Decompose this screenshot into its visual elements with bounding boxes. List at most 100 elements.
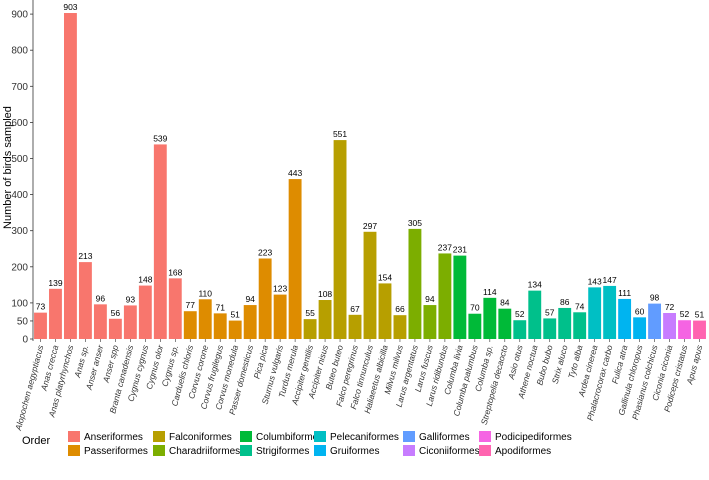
bar bbox=[408, 228, 422, 339]
legend-label: Podicipediformes bbox=[495, 432, 572, 443]
legend: Order Anseriformes Passeriformes Falconifo… bbox=[22, 431, 572, 457]
legend-label: Apodiformes bbox=[495, 446, 551, 457]
bar bbox=[243, 305, 257, 339]
bar-value-label: 72 bbox=[665, 302, 675, 312]
bar-value-label: 70 bbox=[470, 303, 480, 313]
bar bbox=[303, 319, 317, 339]
bar-value-label: 93 bbox=[126, 294, 136, 304]
y-tick-label: 300 bbox=[11, 226, 28, 237]
bar-value-label: 57 bbox=[545, 307, 555, 317]
bar bbox=[108, 318, 122, 339]
bar bbox=[453, 255, 467, 339]
bar-value-label: 123 bbox=[273, 284, 287, 294]
legend-label: Pelecaniformes bbox=[330, 432, 399, 443]
legend-swatch bbox=[314, 445, 326, 456]
legend-label: Anseriformes bbox=[84, 432, 143, 443]
bar-value-label: 52 bbox=[515, 309, 525, 319]
bar-value-label: 55 bbox=[305, 308, 315, 318]
y-tick-label: 700 bbox=[11, 82, 28, 93]
bar-value-label: 551 bbox=[333, 129, 347, 139]
legend-title: Order bbox=[22, 435, 50, 447]
y-tick-label: 400 bbox=[11, 190, 28, 201]
legend-label: Gruiformes bbox=[330, 446, 379, 457]
legend-label: Galliformes bbox=[419, 432, 470, 443]
bar-value-label: 60 bbox=[635, 306, 645, 316]
bar-value-label: 154 bbox=[378, 272, 392, 282]
legend-swatch bbox=[68, 431, 80, 442]
legend-label: Charadriiformes bbox=[169, 446, 240, 457]
bar-value-label: 98 bbox=[650, 293, 660, 303]
legend-label: Falconiformes bbox=[169, 432, 232, 443]
bar-value-label: 74 bbox=[575, 301, 585, 311]
y-tick-label: 50 bbox=[17, 316, 29, 327]
legend-swatch bbox=[153, 445, 165, 456]
bar bbox=[558, 307, 572, 339]
bar-value-label: 52 bbox=[680, 309, 690, 319]
bar-value-label: 51 bbox=[695, 310, 705, 320]
legend-swatch bbox=[479, 445, 491, 456]
legend-swatch bbox=[314, 431, 326, 442]
bar-value-label: 111 bbox=[618, 288, 631, 298]
bar bbox=[633, 317, 647, 339]
y-axis-label: Number of birds sampled bbox=[2, 106, 14, 229]
bar-value-label: 305 bbox=[408, 218, 422, 228]
bar bbox=[528, 290, 542, 339]
bar-value-label: 94 bbox=[245, 294, 255, 304]
bar-value-label: 71 bbox=[215, 302, 225, 312]
bar bbox=[49, 288, 62, 339]
y-tick-label: 600 bbox=[11, 118, 28, 129]
bar-value-label: 443 bbox=[288, 168, 302, 178]
bar bbox=[348, 314, 362, 339]
legend-swatch bbox=[479, 431, 491, 442]
bar bbox=[483, 297, 497, 339]
bar bbox=[663, 313, 676, 339]
bar-value-label: 114 bbox=[483, 287, 497, 297]
bar-value-label: 143 bbox=[588, 276, 602, 286]
bar bbox=[513, 320, 527, 339]
bar-value-label: 213 bbox=[78, 251, 92, 261]
bar-value-label: 903 bbox=[63, 2, 77, 12]
bar bbox=[288, 179, 302, 339]
bar-value-label: 73 bbox=[36, 302, 46, 312]
bar bbox=[648, 303, 662, 339]
legend-label: Columbiformes bbox=[256, 432, 323, 443]
bar bbox=[123, 305, 137, 339]
bar-value-label: 86 bbox=[560, 297, 570, 307]
bar-value-label: 148 bbox=[138, 275, 152, 285]
bar-value-label: 139 bbox=[48, 278, 62, 288]
bar bbox=[603, 285, 617, 339]
y-tick-label: 800 bbox=[11, 46, 28, 57]
bar bbox=[678, 320, 691, 339]
bar bbox=[228, 320, 242, 339]
bar bbox=[438, 253, 452, 339]
bar-value-label: 66 bbox=[395, 304, 405, 314]
bar-value-label: 134 bbox=[528, 280, 542, 290]
bar bbox=[34, 312, 47, 339]
bar bbox=[78, 262, 92, 339]
legend-swatch bbox=[68, 445, 80, 456]
legend-label: Passeriformes bbox=[84, 446, 148, 457]
bar-value-label: 51 bbox=[230, 310, 240, 320]
legend-swatch bbox=[153, 431, 165, 442]
bar-value-label: 77 bbox=[186, 300, 196, 310]
y-tick-label: 900 bbox=[11, 10, 28, 21]
bar bbox=[468, 313, 482, 339]
bar-value-label: 110 bbox=[198, 288, 212, 298]
bar-value-label: 231 bbox=[453, 245, 467, 255]
bar bbox=[363, 231, 377, 339]
bar-value-label: 147 bbox=[603, 275, 617, 285]
bar bbox=[168, 278, 182, 339]
bar bbox=[183, 311, 197, 339]
bar-value-label: 56 bbox=[111, 308, 121, 318]
bar bbox=[378, 283, 392, 339]
bar-value-label: 223 bbox=[258, 247, 272, 257]
y-axis: 0 50 100 200 300 400 500 600 700 800 900 bbox=[11, 0, 34, 346]
bar bbox=[393, 315, 407, 339]
legend-swatch bbox=[240, 445, 252, 456]
bar bbox=[318, 300, 332, 339]
bar-value-label: 67 bbox=[350, 304, 360, 314]
bar bbox=[498, 308, 512, 339]
bar-value-label: 297 bbox=[363, 221, 377, 231]
y-tick-label: 100 bbox=[11, 298, 28, 309]
